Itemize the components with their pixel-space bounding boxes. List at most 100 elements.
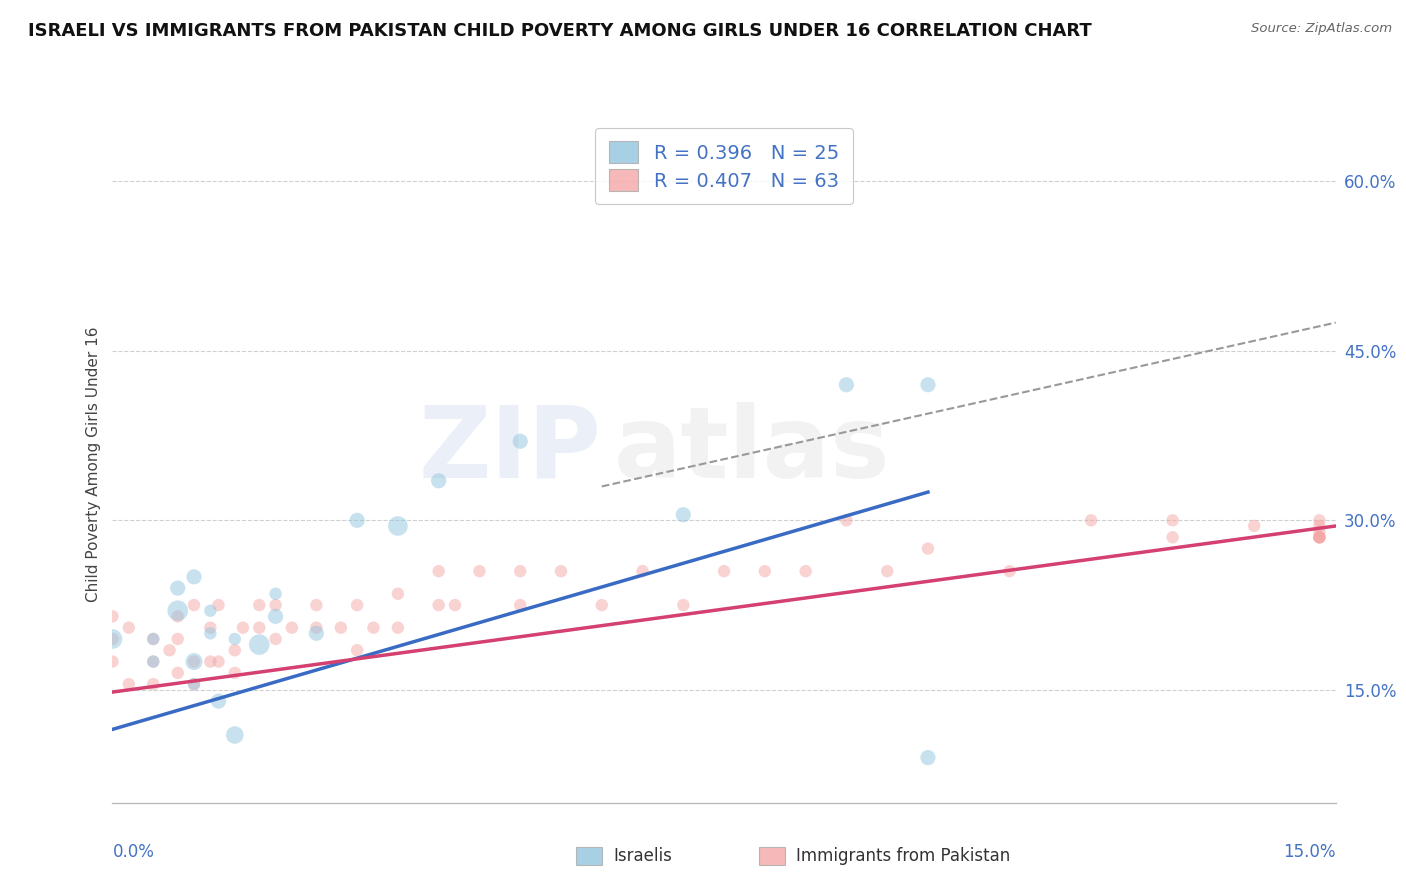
Point: [591, 598, 613, 612]
Point: [713, 564, 735, 578]
Point: [876, 564, 898, 578]
Point: [1308, 530, 1330, 544]
Bar: [759, 847, 785, 865]
Point: [387, 621, 409, 635]
Point: [281, 621, 304, 635]
Point: [166, 609, 188, 624]
Point: [142, 632, 165, 646]
Point: [183, 598, 205, 612]
Point: [142, 655, 165, 669]
Point: [101, 632, 124, 646]
Point: [794, 564, 817, 578]
Point: [142, 655, 165, 669]
Text: ZIP: ZIP: [419, 401, 602, 499]
Point: [118, 677, 141, 691]
Point: [101, 655, 124, 669]
Point: [305, 626, 328, 640]
Point: [509, 434, 531, 449]
Point: [1308, 519, 1330, 533]
Point: [166, 665, 188, 680]
Point: [631, 564, 654, 578]
Point: [1308, 530, 1330, 544]
Point: [1080, 513, 1102, 527]
Point: [224, 643, 246, 657]
Point: [183, 677, 205, 691]
Point: [917, 541, 939, 556]
Point: [346, 598, 368, 612]
Point: [550, 564, 572, 578]
Point: [1308, 513, 1330, 527]
Text: 0.0%: 0.0%: [112, 844, 155, 862]
Point: [346, 643, 368, 657]
Point: [387, 519, 409, 533]
Y-axis label: Child Poverty Among Girls Under 16: Child Poverty Among Girls Under 16: [86, 326, 101, 601]
Point: [264, 598, 287, 612]
Point: [427, 564, 450, 578]
Point: [264, 609, 287, 624]
Point: [224, 728, 246, 742]
Point: [207, 694, 229, 708]
Point: [207, 655, 229, 669]
Text: Immigrants from Pakistan: Immigrants from Pakistan: [796, 847, 1010, 865]
Point: [917, 377, 939, 392]
Point: [247, 598, 270, 612]
Point: [468, 564, 491, 578]
Point: [247, 638, 270, 652]
Point: [305, 598, 328, 612]
Point: [183, 677, 205, 691]
Legend: R = 0.396   N = 25, R = 0.407   N = 63: R = 0.396 N = 25, R = 0.407 N = 63: [596, 128, 852, 204]
Point: [264, 632, 287, 646]
Point: [247, 621, 270, 635]
Point: [754, 564, 776, 578]
Point: [305, 621, 328, 635]
Point: [101, 632, 124, 646]
Point: [118, 621, 141, 635]
Point: [509, 564, 531, 578]
Point: [1308, 530, 1330, 544]
Point: [159, 643, 181, 657]
Point: [998, 564, 1021, 578]
Point: [1308, 524, 1330, 539]
Point: [1243, 519, 1265, 533]
Point: [835, 377, 858, 392]
Text: Israelis: Israelis: [613, 847, 672, 865]
Text: 15.0%: 15.0%: [1284, 844, 1336, 862]
Point: [224, 665, 246, 680]
Point: [166, 581, 188, 595]
Text: ISRAELI VS IMMIGRANTS FROM PAKISTAN CHILD POVERTY AMONG GIRLS UNDER 16 CORRELATI: ISRAELI VS IMMIGRANTS FROM PAKISTAN CHIL…: [28, 22, 1092, 40]
Point: [346, 513, 368, 527]
Point: [200, 626, 222, 640]
Point: [444, 598, 467, 612]
Point: [427, 598, 450, 612]
Point: [166, 632, 188, 646]
Point: [329, 621, 352, 635]
Text: atlas: atlas: [614, 401, 890, 499]
Point: [207, 598, 229, 612]
Point: [183, 570, 205, 584]
Point: [264, 587, 287, 601]
Point: [917, 750, 939, 764]
Point: [183, 655, 205, 669]
Point: [142, 632, 165, 646]
Point: [183, 655, 205, 669]
Point: [101, 609, 124, 624]
Point: [672, 508, 695, 522]
Point: [1161, 513, 1184, 527]
Point: [509, 598, 531, 612]
Point: [1161, 530, 1184, 544]
Point: [363, 621, 385, 635]
Point: [200, 655, 222, 669]
Point: [224, 632, 246, 646]
Point: [200, 604, 222, 618]
Point: [200, 621, 222, 635]
Text: Source: ZipAtlas.com: Source: ZipAtlas.com: [1251, 22, 1392, 36]
Point: [142, 677, 165, 691]
Point: [672, 598, 695, 612]
Bar: [576, 847, 602, 865]
Point: [166, 604, 188, 618]
Point: [835, 513, 858, 527]
Point: [387, 587, 409, 601]
Point: [1308, 530, 1330, 544]
Point: [427, 474, 450, 488]
Point: [232, 621, 254, 635]
